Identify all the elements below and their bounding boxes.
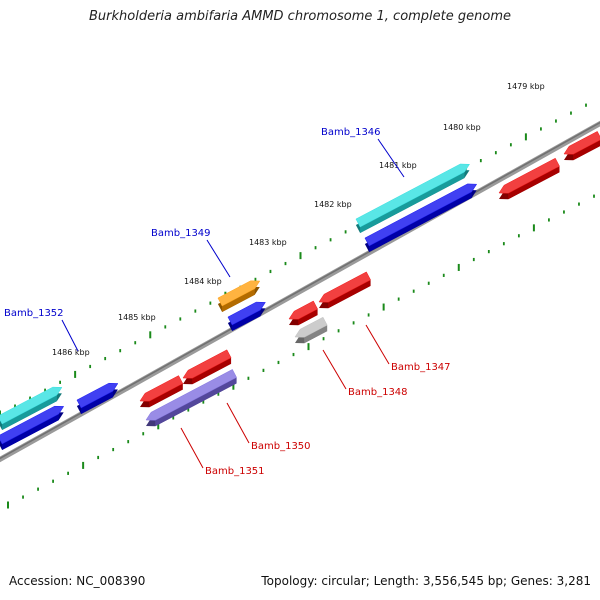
genome-summary-text: Topology: circular; Length: 3,556,545 bp… — [261, 574, 591, 588]
gene-face — [294, 316, 328, 338]
gene-side — [2, 395, 57, 430]
ruler-label: 1485 kbp — [118, 313, 156, 322]
gene-face — [217, 280, 261, 307]
gene-face — [563, 131, 600, 155]
gene-label[interactable]: Bamb_1350 — [251, 441, 311, 452]
gene-bamb-1344[interactable] — [498, 157, 560, 200]
gene-bamb-1351[interactable] — [139, 375, 184, 408]
gene-bamb-1350-1351[interactable] — [145, 369, 237, 427]
gene-face — [145, 369, 237, 421]
gene-side — [369, 191, 472, 252]
gene-side — [155, 377, 237, 427]
gene-side — [360, 172, 465, 233]
gene-label[interactable]: Bamb_1349 — [151, 228, 211, 239]
gene-side — [508, 166, 560, 200]
gene-side — [81, 391, 113, 414]
gene-bamb-1349[interactable] — [217, 280, 261, 312]
gene-leader-line — [206, 239, 231, 278]
ruler-label: 1481 kbp — [379, 161, 417, 170]
ruler-label: 1483 kbp — [249, 238, 287, 247]
gene-leader-line — [365, 324, 390, 365]
gene-label[interactable]: Bamb_1351 — [205, 466, 265, 477]
gene-bamb-1352-pair[interactable] — [0, 405, 65, 450]
gene-leader-line — [180, 427, 204, 469]
gene-face — [364, 183, 478, 247]
outer-ruler — [0, 103, 587, 418]
genome-backbone-edge — [0, 121, 600, 460]
gene-leader-line — [61, 319, 79, 352]
ruler-label: 1482 kbp — [314, 200, 352, 209]
gene-face — [227, 301, 266, 326]
gene-side — [573, 140, 600, 161]
gene-side — [149, 383, 183, 408]
gene-side — [328, 279, 371, 309]
gene-leader-line — [377, 138, 405, 178]
gene-face — [76, 382, 119, 409]
gene-bamb-1350[interactable] — [182, 349, 232, 385]
ruler-label: 1486 kbp — [52, 348, 90, 357]
gene-face — [288, 300, 318, 320]
accession-text: Accession: NC_008390 — [9, 574, 146, 588]
genome-backbone — [0, 120, 600, 463]
map-title: Burkholderia ambifaria AMMD chromosome 1… — [88, 9, 512, 24]
ruler-label: 1480 kbp — [443, 123, 481, 132]
gene-bamb-1348[interactable] — [294, 316, 328, 344]
gene-bamb-1349-pair[interactable] — [227, 301, 266, 331]
gene-side — [2, 414, 59, 450]
gene-face — [498, 157, 560, 194]
ruler-label: 1484 kbp — [184, 277, 222, 286]
gene-label[interactable]: Bamb_1346 — [321, 127, 381, 138]
gene-label[interactable]: Bamb_1347 — [391, 362, 451, 373]
gene-face — [318, 271, 371, 303]
gene-bamb-1347[interactable] — [318, 271, 371, 309]
gene-bamb-1352[interactable] — [0, 386, 63, 430]
gene-leader-line — [226, 402, 250, 444]
gene-label[interactable]: Bamb_1348 — [348, 387, 408, 398]
gene-side — [304, 325, 328, 344]
gene-bamb-1343[interactable] — [563, 131, 600, 161]
gene-leader-line — [322, 349, 347, 390]
gene-face — [0, 405, 65, 445]
gene-side — [192, 357, 232, 385]
gene-side — [222, 288, 255, 312]
gene-label[interactable]: Bamb_1352 — [4, 308, 64, 319]
gene-face — [139, 375, 184, 402]
gene-bamb-1346[interactable] — [355, 163, 470, 233]
gene-face — [0, 386, 63, 425]
gene-bamb-1353[interactable] — [76, 382, 119, 414]
gene-face — [182, 349, 232, 379]
gene-side — [298, 309, 318, 326]
inner-ruler — [7, 194, 595, 509]
gene-side — [232, 310, 261, 331]
gene-face — [355, 163, 470, 228]
gene-bamb-1347-pair[interactable] — [288, 300, 318, 326]
gene-bamb-1345[interactable] — [364, 183, 478, 252]
ruler-label: 1479 kbp — [507, 82, 545, 91]
